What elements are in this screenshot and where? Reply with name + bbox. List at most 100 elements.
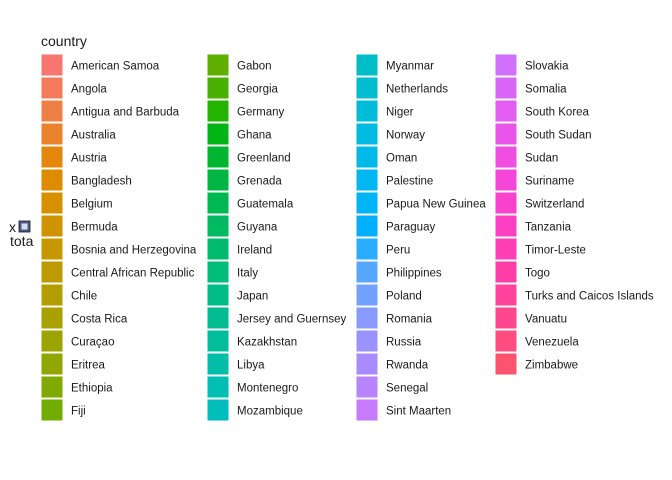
truncated-axis-label: x tota (9, 219, 34, 249)
legend-label: Togo (525, 268, 550, 280)
legend-label: Bermuda (71, 222, 118, 234)
legend-label: Japan (237, 291, 268, 303)
legend-key (494, 329, 518, 353)
legend-label: Vanuatu (525, 314, 567, 326)
legend-label: Angola (71, 84, 107, 96)
legend-label: Bangladesh (71, 176, 132, 188)
legend-entry: Kazakhstan (206, 329, 297, 353)
legend-entry: Costa Rica (40, 306, 128, 330)
legend-label: Belgium (71, 199, 113, 211)
legend-entry: Fiji (40, 398, 86, 422)
legend-key (355, 306, 379, 330)
legend-entry: Ireland (206, 237, 272, 261)
legend-key (494, 260, 518, 284)
legend-key (494, 122, 518, 146)
legend-entry: Somalia (494, 76, 567, 100)
legend-label: Italy (237, 268, 258, 280)
legend-label: Curaçao (71, 337, 114, 349)
legend-key (40, 283, 64, 307)
legend-key (40, 306, 64, 330)
legend-key (206, 145, 230, 169)
legend-key (355, 329, 379, 353)
legend-label: Peru (386, 245, 410, 257)
legend-entry: Tanzania (494, 214, 572, 238)
legend-key (40, 375, 64, 399)
legend-entry: Norway (355, 122, 425, 146)
axis-label-fragment-bottom: tota (10, 233, 34, 249)
legend-label: Austria (71, 153, 107, 165)
legend-key (355, 191, 379, 215)
legend-label: Netherlands (386, 84, 448, 96)
legend-entry: Netherlands (355, 76, 448, 100)
legend-entry: Papua New Guinea (355, 191, 486, 215)
legend-entry: Bermuda (40, 214, 118, 238)
legend-entry: Poland (355, 283, 422, 307)
legend-key (355, 260, 379, 284)
legend-entry: Togo (494, 260, 550, 284)
legend-label: Australia (71, 130, 116, 142)
legend-entry: Senegal (355, 375, 428, 399)
legend-key (206, 398, 230, 422)
legend-entry: Myanmar (355, 53, 434, 77)
legend-entry: Austria (40, 145, 107, 169)
legend-label: Eritrea (71, 360, 105, 372)
legend-entry: Grenada (206, 168, 282, 192)
legend-entry: Zimbabwe (494, 352, 578, 376)
legend-label: Somalia (525, 84, 567, 96)
legend-key (40, 237, 64, 261)
legend-entry: Antigua and Barbuda (40, 99, 180, 123)
legend-entry: Japan (206, 283, 268, 307)
legend-entry: Sudan (494, 145, 558, 169)
legend-label: Poland (386, 291, 422, 303)
legend-label: Antigua and Barbuda (71, 107, 180, 119)
legend-label: Suriname (525, 176, 574, 188)
legend-key (40, 76, 64, 100)
legend-label: Bosnia and Herzegovina (71, 245, 197, 257)
legend-label: Gabon (237, 61, 272, 73)
legend-key (40, 53, 64, 77)
broken-glyph-icon (18, 220, 31, 233)
legend-entry: Georgia (206, 76, 279, 100)
legend-entry: Vanuatu (494, 306, 567, 330)
legend-key (494, 237, 518, 261)
legend-key (206, 283, 230, 307)
legend-label: Kazakhstan (237, 337, 297, 349)
legend-label: Russia (386, 337, 422, 349)
legend: American Samoa Angola Antigua and Barbuda A… (40, 53, 654, 422)
legend-entry: Suriname (494, 168, 574, 192)
legend-key (494, 145, 518, 169)
legend-label: Rwanda (386, 360, 429, 372)
legend-label: Switzerland (525, 199, 584, 211)
legend-entry: Libya (206, 352, 265, 376)
legend-entry: Ethiopia (40, 375, 113, 399)
legend-label: Ethiopia (71, 383, 113, 395)
legend-label: Turks and Caicos Islands (525, 291, 654, 303)
legend-entry: Belgium (40, 191, 113, 215)
legend-entry: American Samoa (40, 53, 160, 77)
legend-key (355, 168, 379, 192)
legend-label: Ireland (237, 245, 272, 257)
legend-key (40, 352, 64, 376)
legend-key (40, 122, 64, 146)
legend-label: Georgia (237, 84, 279, 96)
legend-entry: Russia (355, 329, 422, 353)
legend-key (494, 352, 518, 376)
legend-label: Venezuela (525, 337, 579, 349)
legend-entry: Bangladesh (40, 168, 132, 192)
legend-key (494, 99, 518, 123)
legend-key (206, 53, 230, 77)
legend-label: Costa Rica (71, 314, 128, 326)
legend-key (206, 214, 230, 238)
legend-entry: Greenland (206, 145, 291, 169)
legend-label: Romania (386, 314, 433, 326)
legend-label: Paraguay (386, 222, 435, 234)
legend-key (206, 237, 230, 261)
legend-label: Fiji (71, 406, 86, 418)
legend-entry: Gabon (206, 53, 272, 77)
legend-entry: Timor-Leste (494, 237, 586, 261)
legend-entry: Palestine (355, 168, 433, 192)
legend-key (494, 76, 518, 100)
legend-key (40, 99, 64, 123)
legend-key (40, 398, 64, 422)
